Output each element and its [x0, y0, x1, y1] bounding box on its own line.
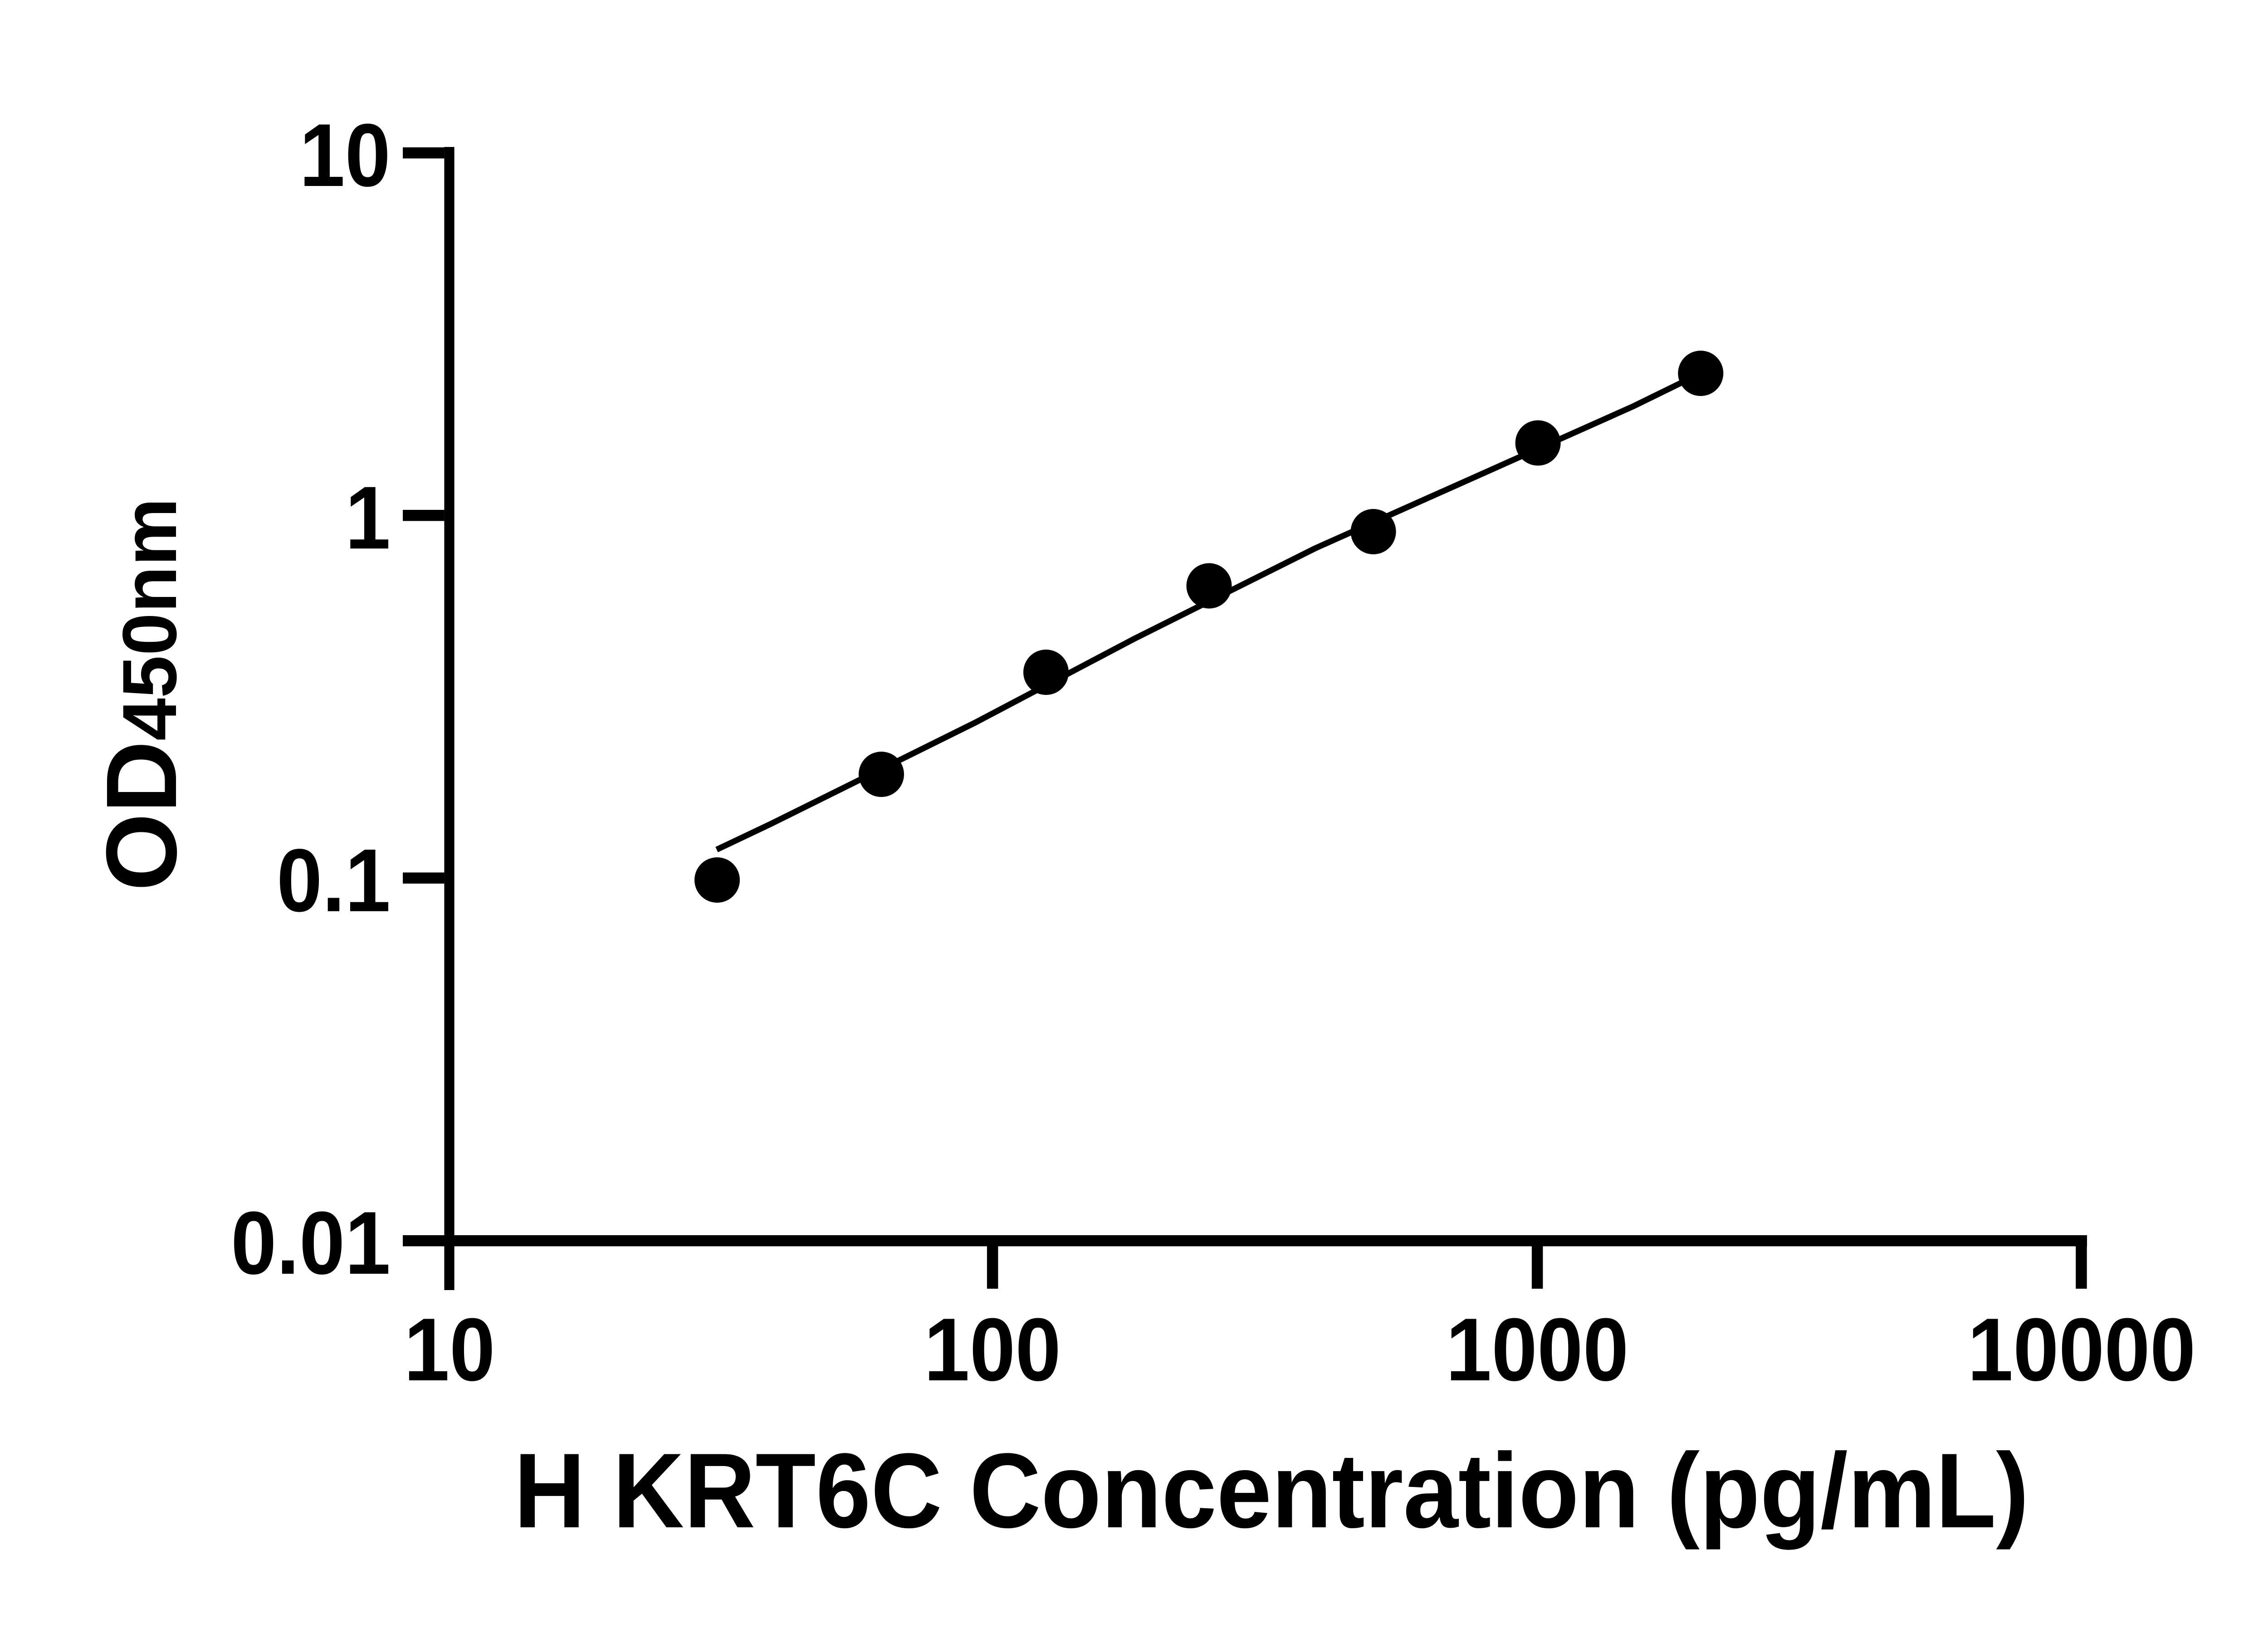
- svg-text:H KRT6C Concentration (pg/mL): H KRT6C Concentration (pg/mL): [514, 1431, 2029, 1550]
- svg-text:100: 100: [924, 1300, 1061, 1399]
- svg-text:1: 1: [345, 468, 391, 567]
- svg-text:10: 10: [404, 1300, 495, 1399]
- svg-text:0.1: 0.1: [277, 831, 391, 930]
- svg-text:10: 10: [299, 105, 391, 205]
- svg-text:0.01: 0.01: [231, 1193, 391, 1293]
- svg-text:1000: 1000: [1446, 1300, 1629, 1399]
- svg-text:OD450nm: OD450nm: [85, 498, 197, 891]
- svg-text:10000: 10000: [1968, 1300, 2196, 1399]
